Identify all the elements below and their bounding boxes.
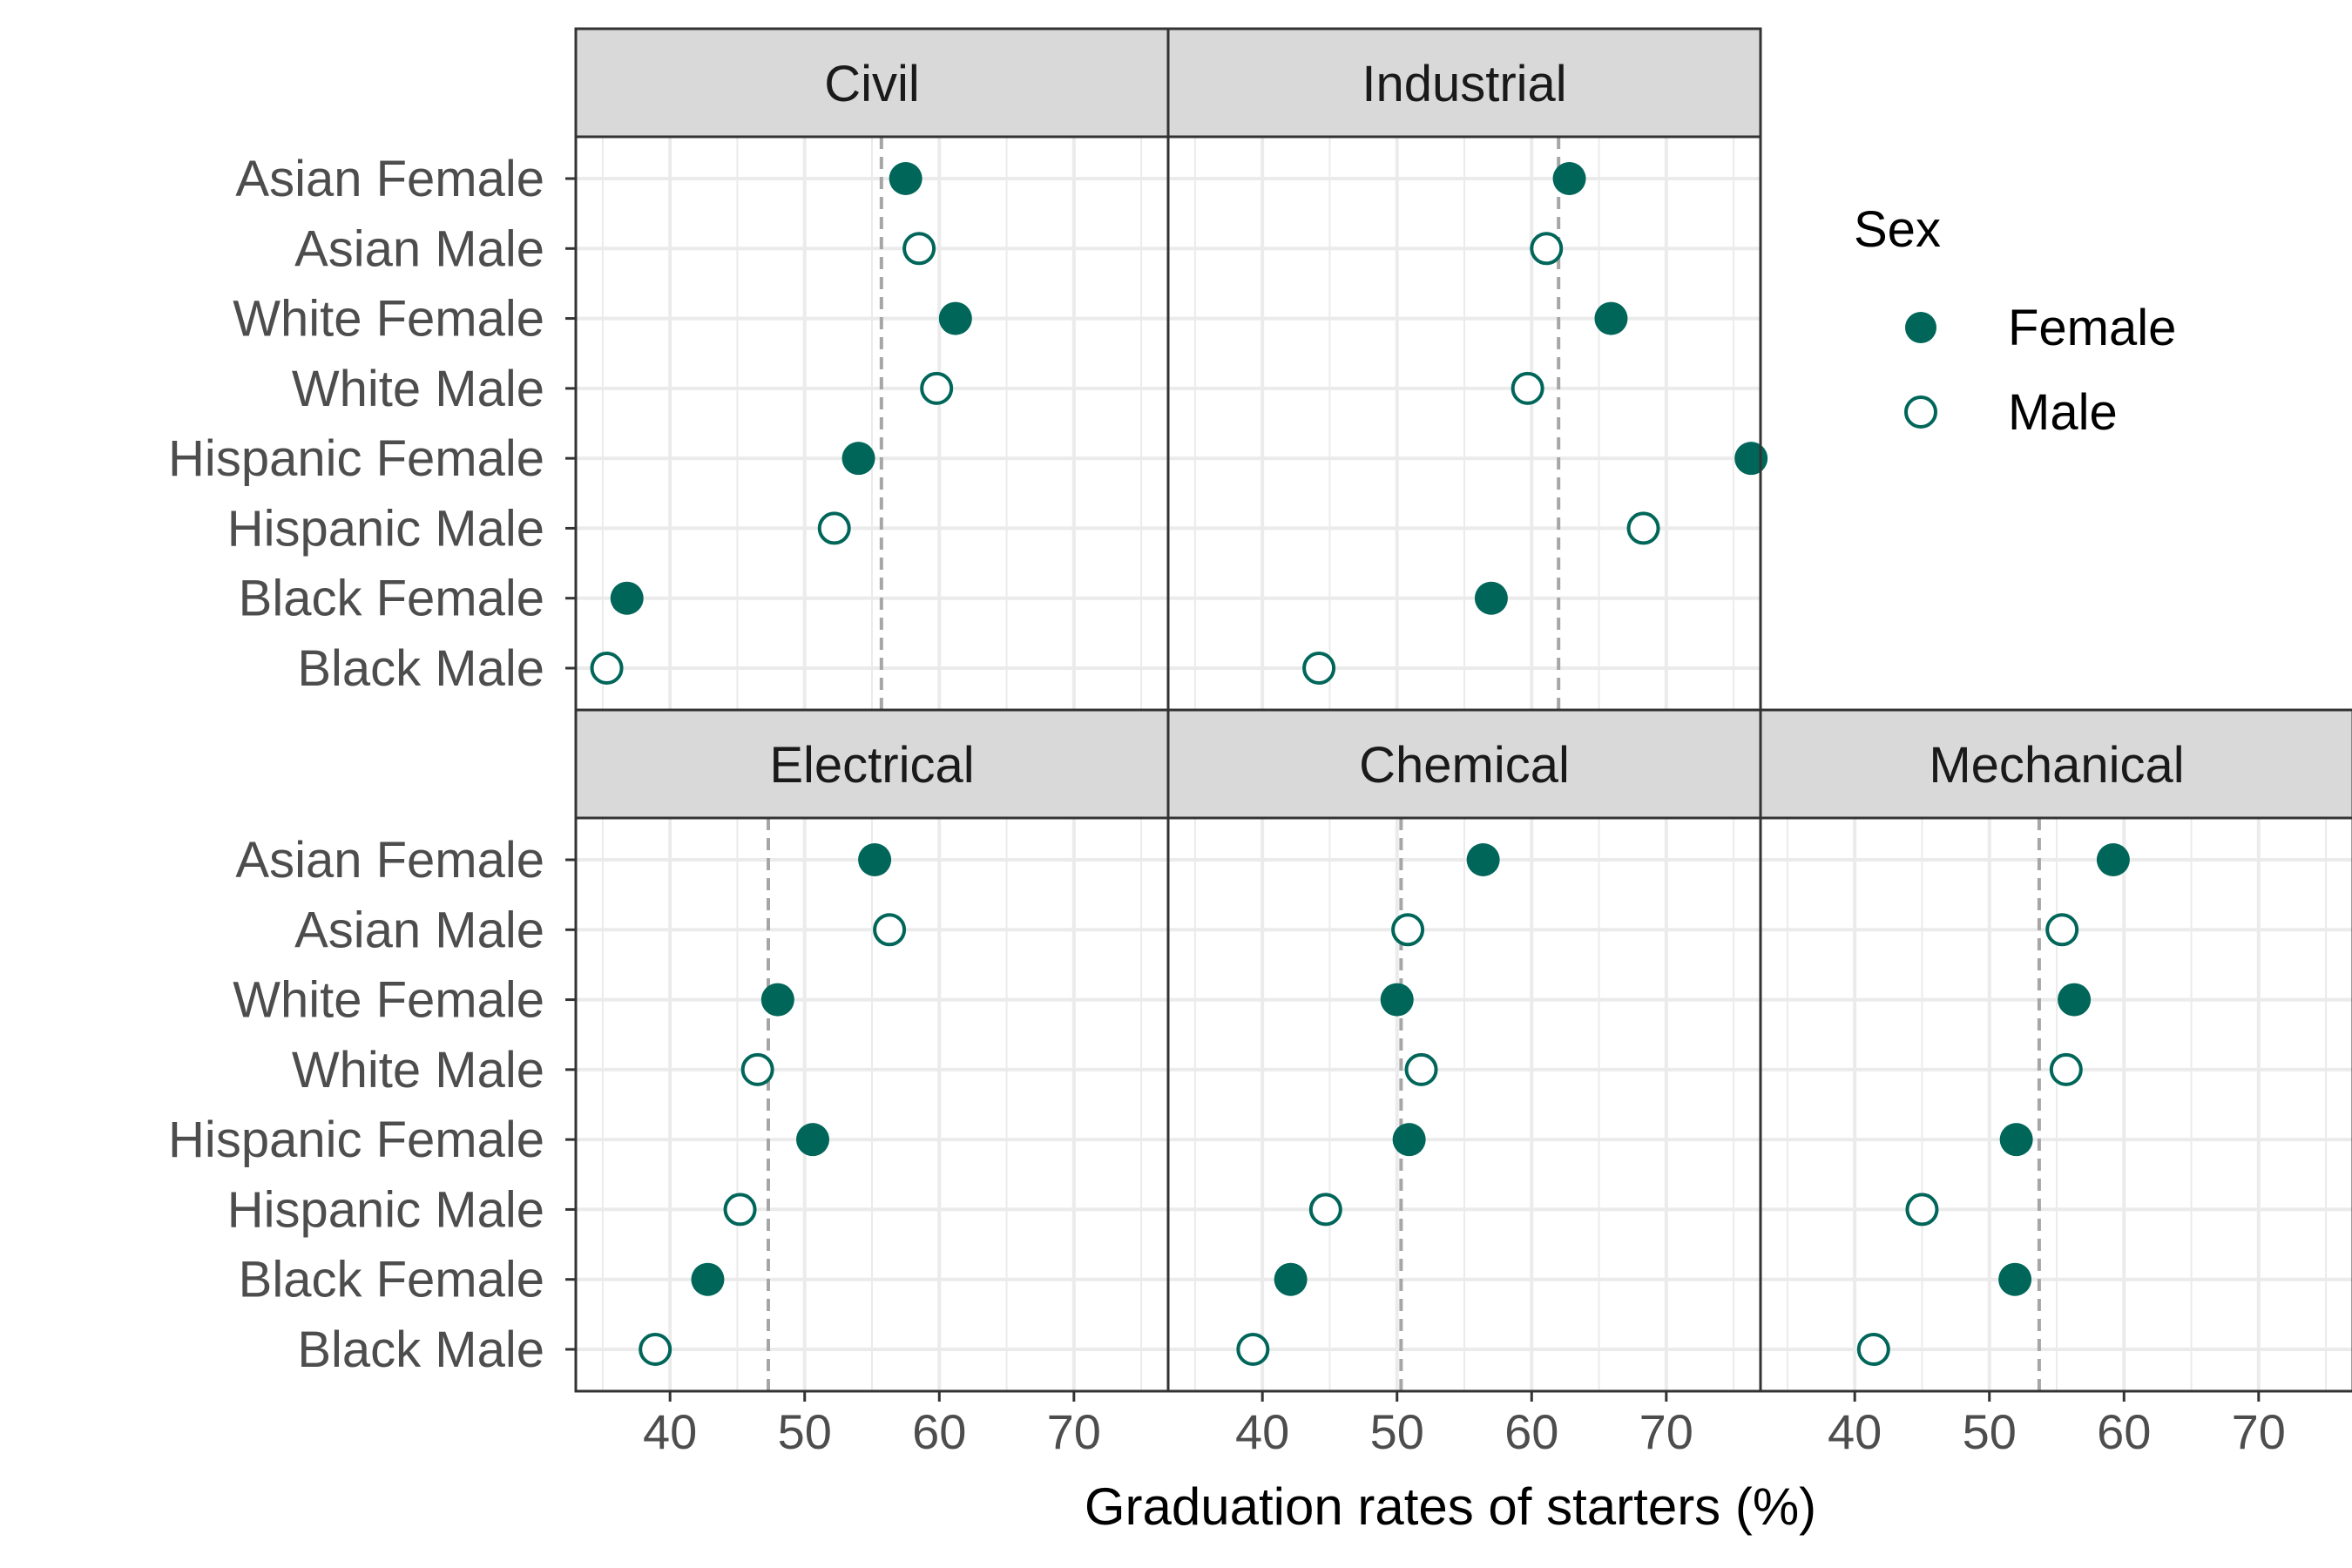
- point-female: [1552, 162, 1586, 195]
- y-tick-label: Black Male: [297, 1321, 544, 1378]
- facet-strip: [574, 27, 1170, 139]
- legend: Sex Female Male: [1854, 201, 2176, 441]
- point-male: [1404, 1052, 1438, 1086]
- facet-title: Industrial: [1362, 56, 1566, 112]
- point-female: [841, 442, 875, 476]
- panel-mechanical: Mechanical 40 50 60 70: [1759, 708, 2352, 1459]
- panel-industrial: Industrial: [1166, 27, 1768, 712]
- point-male: [902, 232, 936, 266]
- point-female: [1999, 1123, 2033, 1157]
- point-male: [2049, 1052, 2083, 1086]
- facet-title: Electrical: [769, 737, 974, 794]
- point-male: [1905, 1193, 1939, 1227]
- point-female: [938, 301, 972, 335]
- y-tick-label: Black Female: [239, 571, 544, 627]
- facet-strip: [1759, 708, 2352, 820]
- x-tick-label: 40: [1235, 1404, 1289, 1459]
- point-male: [1236, 1333, 1270, 1366]
- point-male: [817, 511, 851, 545]
- point-female: [2096, 843, 2130, 876]
- x-tick-label: 50: [1370, 1404, 1424, 1459]
- point-male: [1308, 1193, 1342, 1227]
- y-tick-label: Asian Male: [294, 220, 544, 277]
- point-male: [1530, 232, 1564, 266]
- facet-title: Chemical: [1359, 737, 1570, 794]
- point-male: [740, 1052, 774, 1086]
- point-female: [858, 843, 892, 876]
- y-tick-label: Hispanic Female: [168, 430, 544, 487]
- point-male: [723, 1193, 757, 1227]
- y-tick-label: Asian Male: [294, 902, 544, 958]
- y-tick-label: Asian Female: [235, 832, 544, 889]
- point-female: [610, 581, 644, 615]
- y-tick-label: Asian Female: [235, 151, 544, 207]
- panel-border: [1759, 816, 2352, 1393]
- point-female: [1474, 581, 1508, 615]
- legend-female-label: Female: [2008, 300, 2176, 356]
- x-tick-label: 60: [1504, 1404, 1558, 1459]
- point-female: [889, 162, 923, 195]
- panel-civil: Civil: [574, 27, 1170, 712]
- point-male: [639, 1333, 672, 1366]
- facet-title: Civil: [824, 56, 920, 112]
- y-tick-label: White Male: [292, 1042, 544, 1098]
- x-tick-label: 70: [1639, 1404, 1693, 1459]
- axes-layer: Asian Female Asian Male White Female White …: [168, 151, 576, 1378]
- y-tick-label: Black Female: [239, 1252, 544, 1308]
- point-female: [1466, 843, 1500, 876]
- y-tick-label: Hispanic Male: [227, 500, 544, 557]
- point-female: [760, 983, 794, 1017]
- x-tick-label: 40: [643, 1404, 697, 1459]
- point-male: [1626, 511, 1660, 545]
- point-male: [590, 652, 624, 685]
- panel-chemical: Chemical 40 50 60 70: [1166, 708, 1762, 1459]
- point-female: [1594, 301, 1628, 335]
- x-tick-label: 40: [1828, 1404, 1882, 1459]
- legend-female-marker: [1905, 312, 1936, 343]
- y-tick-label: Black Male: [297, 640, 544, 697]
- point-female: [2058, 983, 2092, 1017]
- point-male: [1391, 913, 1425, 947]
- y-tick-label: White Female: [233, 972, 544, 1029]
- y-tick-label: Hispanic Male: [227, 1181, 544, 1238]
- point-male: [2045, 913, 2079, 947]
- point-male: [1302, 652, 1336, 685]
- legend-title: Sex: [1854, 201, 1941, 258]
- x-tick-label: 60: [912, 1404, 966, 1459]
- point-female: [1734, 442, 1768, 476]
- point-female: [1274, 1262, 1308, 1296]
- point-female: [691, 1262, 725, 1296]
- x-tick-label: 50: [778, 1404, 832, 1459]
- point-male: [873, 913, 907, 947]
- point-female: [1392, 1123, 1426, 1157]
- point-female: [1998, 1262, 2032, 1296]
- y-tick-label: Hispanic Female: [168, 1112, 544, 1168]
- panel-electrical: Electrical 40 50 60 70: [574, 708, 1170, 1459]
- point-male: [920, 371, 954, 405]
- x-axis-title: Graduation rates of starters (%): [1085, 1477, 1816, 1536]
- facet-strip: [1166, 708, 1762, 820]
- point-male: [1856, 1333, 1890, 1366]
- x-tick-label: 70: [2232, 1404, 2286, 1459]
- legend-male-label: Male: [2008, 384, 2118, 441]
- y-tick-label: White Female: [233, 291, 544, 348]
- facet-title: Mechanical: [1929, 737, 2184, 794]
- point-male: [1511, 371, 1544, 405]
- y-tick-label: White Male: [292, 361, 544, 417]
- x-tick-label: 60: [2097, 1404, 2151, 1459]
- x-tick-label: 50: [1963, 1404, 2017, 1459]
- legend-male-marker: [1904, 395, 1937, 429]
- point-female: [796, 1123, 829, 1157]
- point-female: [1380, 983, 1414, 1017]
- x-tick-label: 70: [1047, 1404, 1101, 1459]
